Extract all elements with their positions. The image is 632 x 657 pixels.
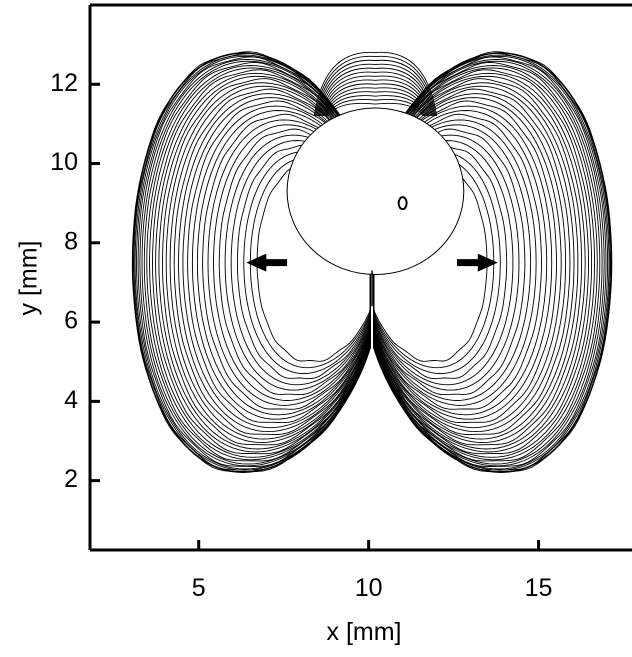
contour-line <box>139 58 371 467</box>
contour-line <box>373 61 601 462</box>
contour-line <box>373 93 567 433</box>
x-axis-label: x [mm] <box>327 618 402 646</box>
contour-line <box>169 85 371 440</box>
contour-line <box>155 72 371 453</box>
contour-line <box>373 75 586 450</box>
contour-line <box>373 78 583 446</box>
arrow-head <box>477 253 498 272</box>
contour-line <box>373 88 571 435</box>
contour-line <box>373 85 575 440</box>
contour-line <box>373 52 612 473</box>
contour-line <box>182 97 371 429</box>
contour-line <box>373 58 605 467</box>
contour-line <box>373 69 593 455</box>
contour-line <box>316 63 434 117</box>
plot-area <box>131 51 613 473</box>
y-tick-label: 2 <box>64 465 78 493</box>
contour-line <box>373 82 579 444</box>
contour-line <box>187 100 371 424</box>
y-tick-label: 8 <box>64 227 78 255</box>
y-tick-label: 12 <box>50 69 78 97</box>
x-tick-label: 10 <box>355 574 383 602</box>
contour-line <box>143 61 371 462</box>
contour-line <box>373 72 589 453</box>
contour-line <box>315 59 435 117</box>
arrow-head <box>246 253 267 272</box>
contour-line <box>158 75 371 450</box>
contour-line <box>152 69 371 455</box>
contour-line <box>178 93 371 433</box>
contour-line <box>146 65 371 461</box>
contour-line <box>165 82 371 444</box>
contour-line <box>373 56 607 467</box>
x-tick-label: 5 <box>192 574 206 602</box>
y-tick-label: 6 <box>64 307 78 335</box>
contour-line <box>137 56 371 467</box>
x-tick-label: 15 <box>525 574 553 602</box>
y-axis-label: y [mm] <box>15 241 43 316</box>
y-tick-label: 10 <box>50 148 78 176</box>
contour-line <box>314 55 437 117</box>
y-tick-label: 4 <box>64 386 78 414</box>
center-dot <box>397 196 408 211</box>
center-region <box>286 107 465 276</box>
contour-line <box>318 67 433 117</box>
contour-line <box>313 51 438 117</box>
contour-line <box>373 65 598 461</box>
contour-line <box>173 88 371 435</box>
contour-line <box>162 78 371 446</box>
contour-line <box>132 52 371 473</box>
